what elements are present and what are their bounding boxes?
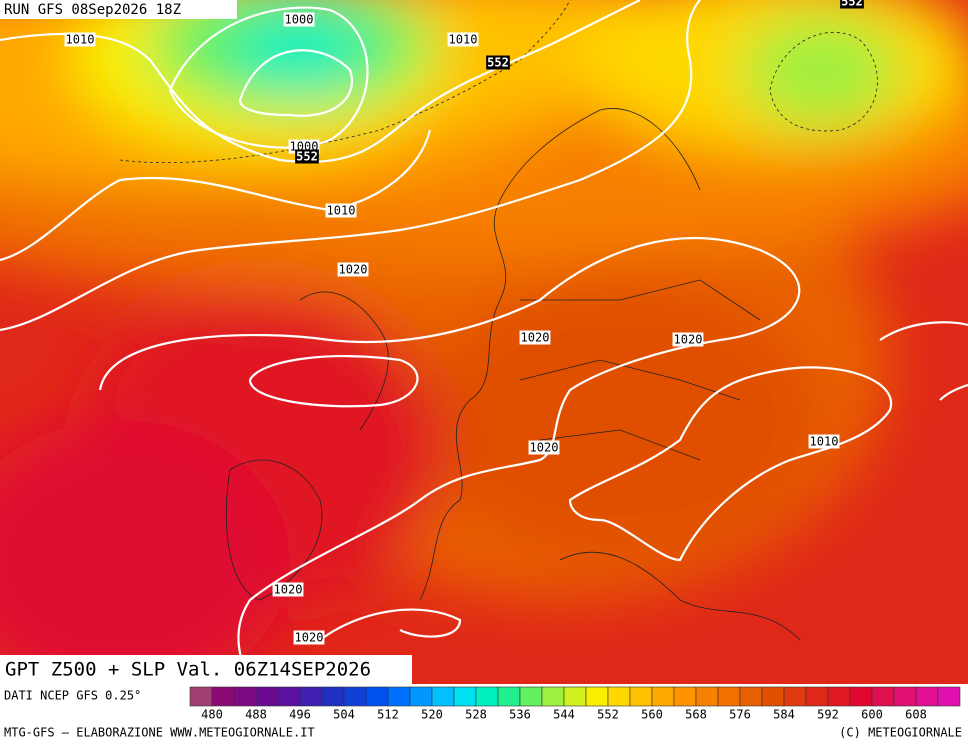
contour-label: 1020 — [674, 333, 703, 347]
source-label: DATI NCEP GFS 0.25° — [4, 689, 141, 703]
scale-box — [739, 686, 763, 707]
scale-box — [849, 686, 873, 707]
map-title: GPT Z500 + SLP Val. 06Z14SEP2026 — [5, 659, 371, 681]
scale-box — [717, 686, 741, 707]
scale-box — [805, 686, 829, 707]
contour-label-box — [272, 582, 304, 597]
scale-label: 488 — [245, 708, 267, 722]
map-field — [0, 0, 968, 684]
scale-label: 600 — [861, 708, 883, 722]
scale-box — [629, 686, 653, 707]
contour-label-box — [672, 332, 704, 347]
scale-box — [277, 686, 301, 707]
title-box — [0, 655, 412, 684]
contour-label: 552 — [296, 150, 318, 164]
scale-box — [695, 686, 719, 707]
scale-box — [607, 686, 631, 707]
contour-label: 1010 — [810, 435, 839, 449]
scale-label: 608 — [905, 708, 927, 722]
contour-label: 1020 — [295, 631, 324, 645]
scale-box — [893, 686, 917, 707]
credit-label: MTG-GFS – ELABORAZIONE WWW.METEOGIORNALE… — [4, 726, 315, 740]
contour-label-box — [283, 12, 315, 27]
scale-box — [475, 686, 499, 707]
scale-box — [497, 686, 521, 707]
contour-label-box — [528, 440, 560, 455]
color-scale: 480 488 496 504 512 520 528 536 544 552 560 568 576 5… — [189, 686, 961, 722]
scale-box — [299, 686, 323, 707]
contour-label-box — [325, 203, 357, 218]
contour-label: 1010 — [449, 33, 478, 47]
scale-box — [585, 686, 609, 707]
scale-label: 568 — [685, 708, 707, 722]
contour-label: 1000 — [285, 13, 314, 27]
scale-label: 576 — [729, 708, 751, 722]
scale-box — [233, 686, 257, 707]
copyright-label: (C) METEOGIORNALE — [839, 726, 962, 740]
scale-label: 528 — [465, 708, 487, 722]
scale-label: 592 — [817, 708, 839, 722]
contour-label: 1010 — [66, 33, 95, 47]
scale-label: 520 — [421, 708, 443, 722]
scale-box — [409, 686, 433, 707]
contour-label-box — [447, 32, 479, 47]
scale-box — [519, 686, 543, 707]
scale-box — [651, 686, 675, 707]
scale-box — [321, 686, 345, 707]
scale-label: 552 — [597, 708, 619, 722]
scale-box — [827, 686, 851, 707]
contour-label-box — [486, 55, 510, 70]
scale-box — [343, 686, 367, 707]
scale-box — [189, 686, 213, 707]
scale-box — [453, 686, 477, 707]
scale-label: 504 — [333, 708, 355, 722]
scale-box — [761, 686, 785, 707]
contour-label: 1020 — [530, 441, 559, 455]
scale-box — [673, 686, 697, 707]
scale-box — [255, 686, 279, 707]
scale-box — [541, 686, 565, 707]
run-box — [0, 0, 237, 19]
scale-box — [563, 686, 587, 707]
contour-label-box — [840, 0, 864, 9]
contour-label: 1020 — [339, 263, 368, 277]
contour-label-box — [337, 262, 369, 277]
scale-box — [937, 686, 961, 707]
scale-label: 584 — [773, 708, 795, 722]
scale-label: 536 — [509, 708, 531, 722]
scale-box — [871, 686, 895, 707]
contour-label-box — [295, 149, 319, 164]
scale-box — [211, 686, 235, 707]
contour-label: 552 — [841, 0, 863, 9]
scale-box — [365, 686, 389, 707]
scale-label: 512 — [377, 708, 399, 722]
contour-label-box — [293, 630, 325, 645]
run-label: RUN GFS 08Sep2026 18Z — [4, 2, 181, 18]
scale-box — [431, 686, 455, 707]
scale-label: 496 — [289, 708, 311, 722]
contour-label-box — [64, 32, 96, 47]
scale-label: 480 — [201, 708, 223, 722]
contour-label: 1020 — [521, 331, 550, 345]
contour-label: 1010 — [327, 204, 356, 218]
scale-label: 560 — [641, 708, 663, 722]
contour-label-box — [808, 434, 840, 449]
contour-label-box — [519, 330, 551, 345]
scale-label: 544 — [553, 708, 575, 722]
scale-box — [387, 686, 411, 707]
contour-label: 552 — [487, 56, 509, 70]
scale-box — [915, 686, 939, 707]
scale-box — [783, 686, 807, 707]
contour-label: 1020 — [274, 583, 303, 597]
